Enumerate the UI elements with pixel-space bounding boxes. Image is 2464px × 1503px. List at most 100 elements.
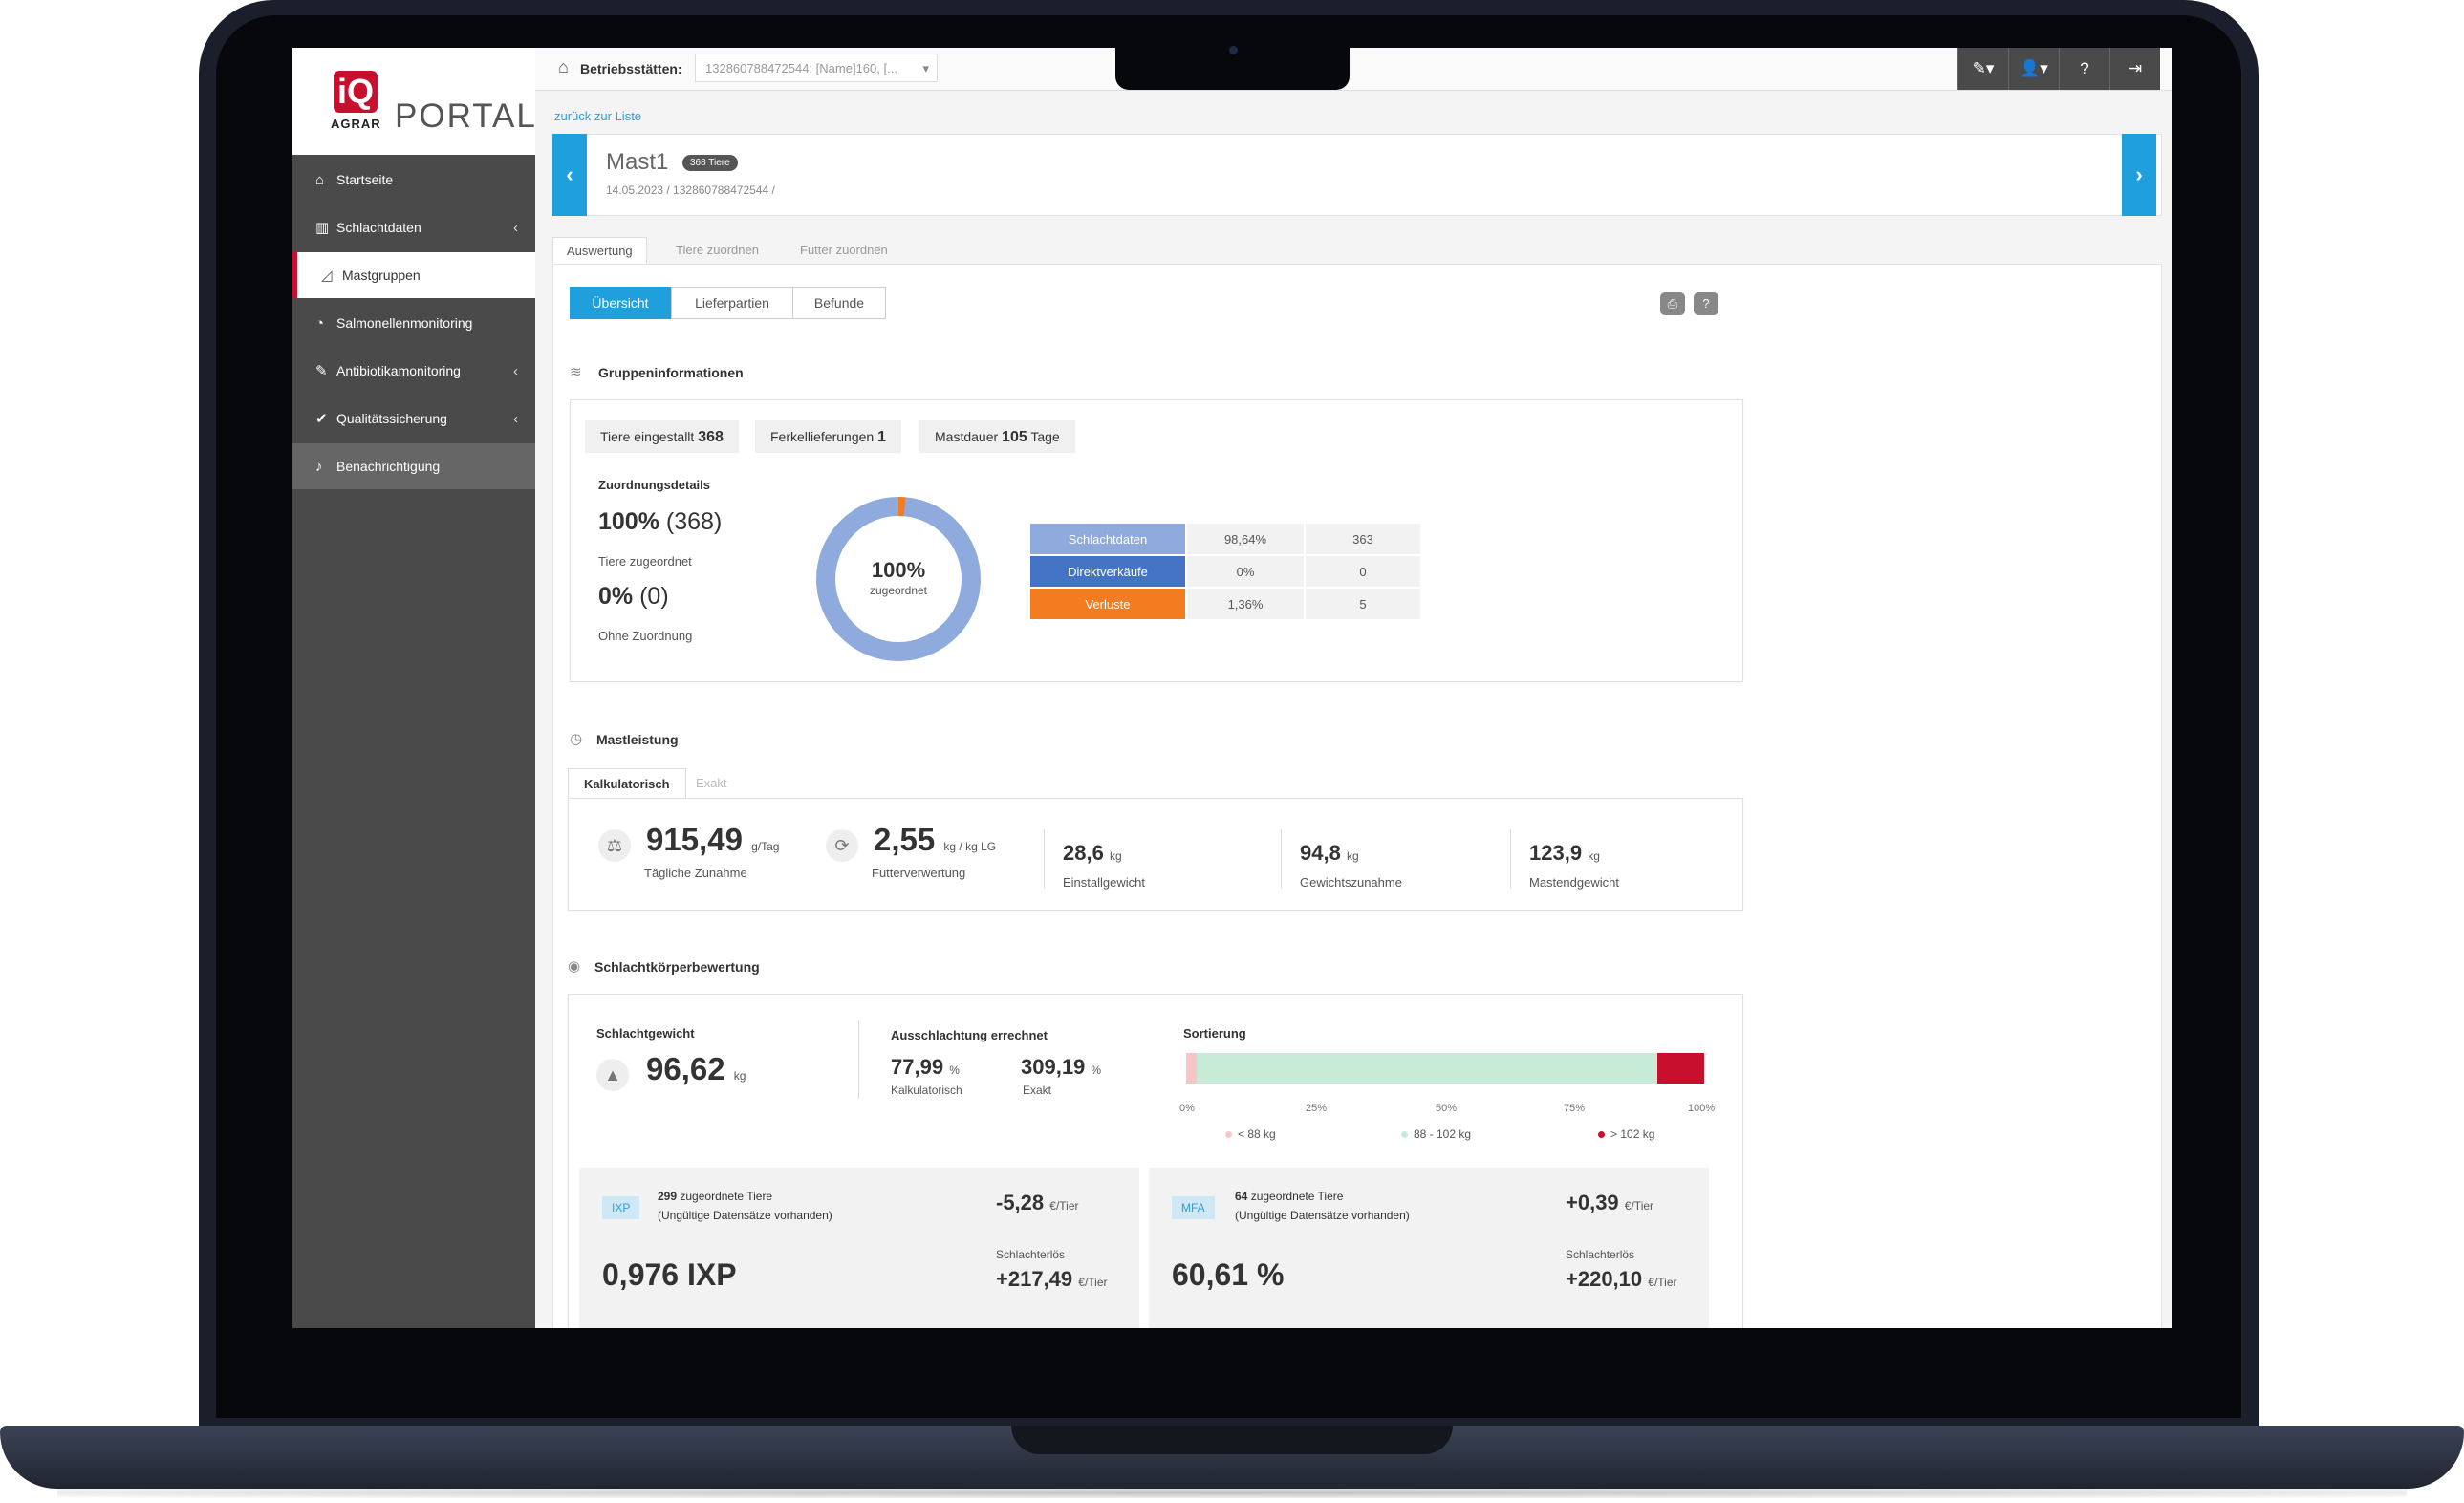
pill-label: Tiere eingestallt (600, 429, 695, 444)
kpi-unit: % (1091, 1063, 1102, 1077)
tab-kalkulatorisch[interactable]: Kalkulatorisch (568, 768, 686, 799)
site-label: Betriebsstätten: (580, 61, 682, 76)
layers-icon: ≋ (570, 364, 582, 380)
divider (858, 1020, 859, 1099)
logout-button[interactable]: ⇥ (2109, 48, 2160, 90)
help-circle-icon[interactable]: ? (1694, 292, 1718, 315)
mfa-erloes-label: Schlachterlös (1566, 1248, 1635, 1261)
logo[interactable]: iQ AGRAR PORTAL (292, 48, 535, 155)
subtab-lieferpartien[interactable]: Lieferpartien (671, 287, 793, 319)
home-icon: ⌂ (315, 171, 325, 188)
laptop-hinge-notch (1011, 1426, 1453, 1454)
caret-down-icon: ▾ (922, 61, 929, 75)
card-value: +217,49 (996, 1267, 1073, 1291)
kpi-unit: kg (1109, 849, 1122, 863)
kpi-value: 28,6 (1063, 841, 1104, 865)
logo-agrar: AGRAR (331, 117, 381, 131)
tick-label: 0% (1179, 1103, 1195, 1114)
donut-ring-losses (816, 497, 981, 661)
card-unit: €/Tier (1078, 1276, 1108, 1289)
pill-label: Mastdauer (935, 429, 999, 444)
kpi-mastendgewicht: 123,9 kg (1529, 841, 1600, 866)
legend-label: > 102 kg (1610, 1127, 1655, 1141)
subtab-befunde[interactable]: Befunde (792, 287, 886, 319)
next-group-button[interactable]: › (2122, 134, 2156, 216)
mfa-count: 64 zugeordnete Tiere (Ungültige Datensät… (1235, 1187, 1410, 1225)
kpi-value: 309,19 (1021, 1055, 1086, 1079)
divider (1281, 829, 1282, 889)
table-row: Schlachtdaten 98,64% 363 (1030, 524, 1420, 554)
table-row: Verluste 1,36% 5 (1030, 589, 1420, 619)
zuordnung-title: Zuordnungsdetails (598, 478, 710, 492)
divider (1044, 829, 1045, 889)
animal-count-badge: 368 Tiere (682, 155, 738, 171)
app-screen: iQ AGRAR PORTAL ⌂ Startseite ▥ Schlachtd… (292, 48, 2172, 1328)
ausschlachtung-label: Ausschlachtung errechnet (891, 1028, 1048, 1042)
print-icon[interactable]: ⎙ (1660, 292, 1685, 315)
sidebar-item-label: Mastgruppen (342, 268, 421, 283)
tab-auswertung[interactable]: Auswertung (552, 237, 647, 264)
prev-group-button[interactable]: ‹ (552, 134, 587, 216)
schlachtgewicht-value: 96,62 kg (646, 1051, 746, 1087)
mfa-badge: MFA (1172, 1196, 1215, 1219)
legend-item-high: > 102 kg (1598, 1127, 1654, 1141)
tab-futter-zuordnen[interactable]: Futter zuordnen (800, 243, 888, 257)
legend-label: < 88 kg (1238, 1127, 1276, 1141)
assigned-count: (368) (665, 508, 723, 535)
sidebar-item-qualitaetssicherung[interactable]: ✔ Qualitätssicherung ‹ (292, 396, 535, 441)
unassigned-pct: 0% (598, 583, 634, 610)
mfa-value: 60,61 % (1172, 1257, 1285, 1292)
assigned-label: Tiere zugeordnet (598, 554, 692, 569)
subtab-uebersicht[interactable]: Übersicht (570, 287, 671, 319)
kpi-label: Futterverwertung (872, 866, 966, 880)
legend-item-low: < 88 kg (1225, 1127, 1276, 1141)
table-cell-category: Schlachtdaten (1030, 524, 1185, 554)
chevron-left-icon: ‹ (513, 410, 518, 427)
scale-icon: ⚖ (598, 829, 631, 862)
back-to-list-link[interactable]: zurück zur Liste (554, 109, 642, 123)
kpi-gewichtszunahme: 94,8 kg (1300, 841, 1359, 866)
sortierung-segment-high (1657, 1053, 1704, 1084)
help-button[interactable]: ? (2059, 48, 2109, 90)
unassigned-label: Ohne Zuordnung (598, 629, 693, 643)
bell-icon: ♪ (315, 458, 323, 475)
tab-exakt[interactable]: Exakt (696, 776, 727, 790)
sidebar-item-label: Startseite (336, 172, 394, 187)
ausschlachtung-kalk: 77,99 % (891, 1055, 960, 1080)
sidebar-item-mastgruppen[interactable]: ◿ Mastgruppen (292, 252, 535, 298)
sidebar-item-antibiotikamonitoring[interactable]: ✎ Antibiotikamonitoring ‹ (292, 348, 535, 394)
schlachtgewicht-label: Schlachtgewicht (596, 1026, 695, 1041)
mfa-card: MFA 64 zugeordnete Tiere (Ungültige Date… (1149, 1168, 1709, 1328)
sidebar-item-schlachtdaten[interactable]: ▥ Schlachtdaten ‹ (292, 204, 535, 250)
kpi-label: Kalkulatorisch (891, 1084, 962, 1097)
kpi-label: Mastendgewicht (1529, 875, 1619, 890)
tools-menu-button[interactable]: ✎▾ (1957, 48, 2008, 90)
table-cell-pct: 1,36% (1187, 589, 1304, 619)
sidebar-item-benachrichtigung[interactable]: ♪ Benachrichtigung (292, 443, 535, 489)
sidebar-item-salmonellenmonitoring[interactable]: ◔ Salmonellenmonitoring (292, 300, 535, 346)
unassigned-value: 0% (0) (598, 583, 669, 611)
user-menu-button[interactable]: 👤▾ (2008, 48, 2059, 90)
bar-chart-icon: ▥ (315, 220, 330, 236)
legend-dot (1598, 1131, 1605, 1138)
table-cell-pct: 98,64% (1187, 524, 1304, 554)
salmonella-icon: ◔ (315, 314, 325, 332)
stat-pill-tiere-eingestallt: Tiere eingestallt 368 (585, 420, 739, 453)
assignment-table: Schlachtdaten 98,64% 363 Direktverkäufe … (1028, 522, 1422, 621)
sidebar-item-label: Salmonellenmonitoring (336, 315, 473, 331)
site-select[interactable]: 132860788472544: [Name]160, [... ▾ (695, 54, 938, 82)
ixp-delta: -5,28 €/Tier (996, 1191, 1079, 1215)
kpi-label: Gewichtszunahme (1300, 875, 1402, 890)
table-cell-pct: 0% (1187, 556, 1304, 587)
building-icon: ⌂ (558, 57, 569, 76)
card-count: 64 (1235, 1190, 1248, 1203)
ixp-badge: IXP (602, 1196, 640, 1219)
sortierung-bar (1186, 1053, 1704, 1084)
feed-icon: ⟳ (826, 829, 858, 862)
tab-tiere-zuordnen[interactable]: Tiere zuordnen (676, 243, 759, 257)
logo-mark: iQ (334, 71, 378, 113)
pill-value: 368 (698, 429, 724, 445)
stat-pill-ferkellieferungen: Ferkellieferungen 1 (755, 420, 901, 453)
sidebar-item-startseite[interactable]: ⌂ Startseite (292, 157, 535, 203)
kpi-value: 915,49 (646, 822, 743, 857)
